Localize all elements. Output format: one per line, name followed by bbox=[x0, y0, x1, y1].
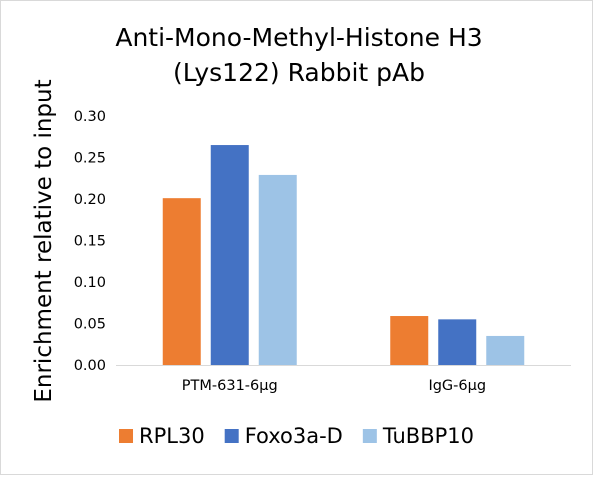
y-tick-label: 0.00 bbox=[74, 358, 106, 374]
x-category-label: IgG-6μg bbox=[428, 378, 486, 394]
legend-swatch bbox=[119, 429, 134, 443]
y-tick-label: 0.30 bbox=[74, 109, 106, 125]
legend-item: Foxo3a-D bbox=[224, 424, 343, 448]
x-category-label: PTM-631-6μg bbox=[182, 378, 278, 394]
chart-title-line-1: Anti-Mono-Methyl-Histone H3 bbox=[115, 23, 482, 52]
legend-label: RPL30 bbox=[139, 424, 205, 448]
y-axis-label: Enrichment relative to input bbox=[31, 79, 57, 402]
legend: RPL30 Foxo3a-D TuBBP10 bbox=[119, 424, 474, 448]
legend-item: TuBBP10 bbox=[362, 424, 474, 448]
y-tick-label: 0.10 bbox=[74, 275, 106, 291]
bar-rpl30-0 bbox=[162, 198, 201, 365]
legend-item: RPL30 bbox=[119, 424, 205, 448]
legend-label: Foxo3a-D bbox=[245, 424, 343, 448]
legend-swatch bbox=[224, 429, 239, 443]
plot-area: 0.00 0.05 0.10 0.15 0.20 0.25 0.30 PTM-631-6μg I… bbox=[74, 109, 571, 394]
bar-tubbp10-0 bbox=[258, 174, 297, 365]
chart-title-line-2: (Lys122) Rabbit pAb bbox=[173, 58, 425, 87]
bar-tubbp10-1 bbox=[486, 335, 525, 365]
legend-label: TuBBP10 bbox=[382, 424, 474, 448]
y-tick-label: 0.15 bbox=[74, 234, 106, 250]
bar-foxo3a-d-1 bbox=[438, 319, 477, 365]
y-tick-label: 0.05 bbox=[74, 317, 106, 333]
bar-foxo3a-d-0 bbox=[210, 145, 249, 365]
y-tick-label: 0.25 bbox=[74, 151, 106, 167]
y-tick-label: 0.20 bbox=[74, 192, 106, 208]
legend-swatch bbox=[362, 429, 377, 443]
bar-rpl30-1 bbox=[390, 316, 429, 365]
